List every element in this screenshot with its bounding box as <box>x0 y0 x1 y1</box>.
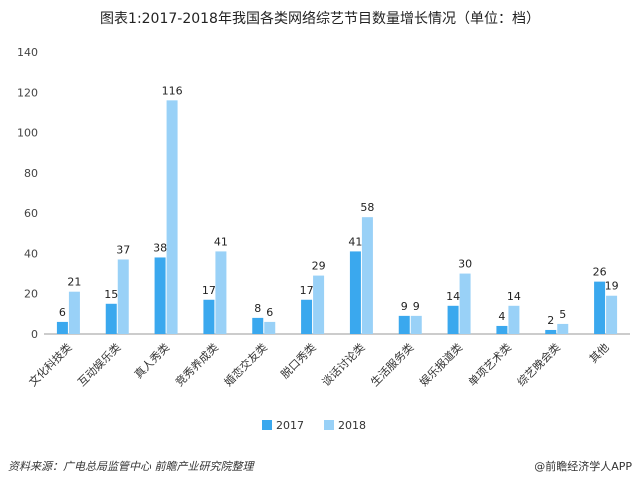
category-label: 竞秀养成类 <box>172 340 221 389</box>
bar-2017 <box>545 329 557 334</box>
legend-swatch-2017 <box>262 420 272 430</box>
category-label: 其他 <box>587 341 612 366</box>
bar-2018 <box>459 273 471 334</box>
data-label-2018: 41 <box>214 235 228 248</box>
bar-2018 <box>508 305 520 334</box>
category-label: 生活服务类 <box>368 340 417 389</box>
bar-2017 <box>496 325 508 334</box>
bar-2017 <box>56 321 68 334</box>
legend-swatch-2018 <box>324 420 334 430</box>
legend-label-2018: 2018 <box>338 419 366 432</box>
y-tick-label: 60 <box>24 207 38 220</box>
data-label-2017: 14 <box>446 290 460 303</box>
bar-2017 <box>154 257 166 334</box>
y-tick-label: 0 <box>31 328 38 341</box>
data-label-2018: 116 <box>162 84 183 97</box>
legend-label-2017: 2017 <box>276 419 304 432</box>
data-label-2017: 41 <box>348 235 362 248</box>
bar-2018 <box>68 291 80 334</box>
y-tick-label: 80 <box>24 167 38 180</box>
y-tick-label: 140 <box>17 46 38 59</box>
bar-2017 <box>398 315 410 334</box>
bar-2018 <box>557 323 569 334</box>
category-label: 单项艺术类 <box>465 340 514 389</box>
bar-2017 <box>203 299 215 334</box>
brand-label: @前瞻经济学人APP <box>534 460 632 473</box>
category-label: 婚恋交友类 <box>221 340 270 389</box>
category-label: 综艺晚会类 <box>514 340 563 389</box>
bar-2017 <box>252 317 264 334</box>
data-label-2017: 4 <box>498 310 505 323</box>
y-tick-label: 100 <box>17 127 38 140</box>
data-label-2017: 17 <box>202 284 216 297</box>
category-label: 真人秀类 <box>131 340 172 381</box>
bar-2017 <box>301 299 313 334</box>
bar-2017 <box>594 281 606 334</box>
bar-2017 <box>349 251 361 334</box>
category-label: 文化科技类 <box>26 340 75 389</box>
data-label-2017: 17 <box>300 284 314 297</box>
y-tick-label: 40 <box>24 247 38 260</box>
data-label-2017: 26 <box>593 266 607 279</box>
bar-2017 <box>105 303 117 334</box>
category-label: 娱乐报道类 <box>416 340 465 389</box>
data-label-2018: 6 <box>266 306 273 319</box>
chart-title: 图表1:2017-2018年我国各类网络综艺节目数量增长情况（单位：档） <box>100 11 540 27</box>
y-tick-label: 20 <box>24 288 38 301</box>
category-label: 谈话讨论类 <box>319 340 368 389</box>
bar-2018 <box>117 259 129 334</box>
y-tick-label: 120 <box>17 86 38 99</box>
category-label: 脱口秀类 <box>278 340 319 381</box>
data-label-2017: 9 <box>401 300 408 313</box>
data-label-2018: 58 <box>360 201 374 214</box>
data-label-2018: 9 <box>413 300 420 313</box>
bar-2017 <box>447 305 459 334</box>
data-label-2017: 38 <box>153 241 167 254</box>
data-label-2018: 5 <box>559 308 566 321</box>
bar-2018 <box>215 251 227 334</box>
data-label-2017: 2 <box>547 314 554 327</box>
bar-2018 <box>264 321 276 334</box>
data-label-2018: 37 <box>116 243 130 256</box>
data-label-2018: 29 <box>312 260 326 273</box>
category-label: 互动娱乐类 <box>75 340 124 389</box>
data-label-2017: 6 <box>59 306 66 319</box>
bar-2018 <box>166 100 178 334</box>
data-label-2017: 8 <box>254 302 261 315</box>
bar-2018 <box>410 315 422 334</box>
data-label-2017: 15 <box>104 288 118 301</box>
source-note: 资料来源：广电总局监管中心 前瞻产业研究院整理 <box>8 460 254 473</box>
data-label-2018: 30 <box>458 258 472 271</box>
data-label-2018: 14 <box>507 290 521 303</box>
data-label-2018: 19 <box>605 280 619 293</box>
bar-2018 <box>313 275 325 334</box>
data-label-2018: 21 <box>67 276 81 289</box>
bar-2018 <box>361 217 373 334</box>
bar-2018 <box>606 295 618 334</box>
